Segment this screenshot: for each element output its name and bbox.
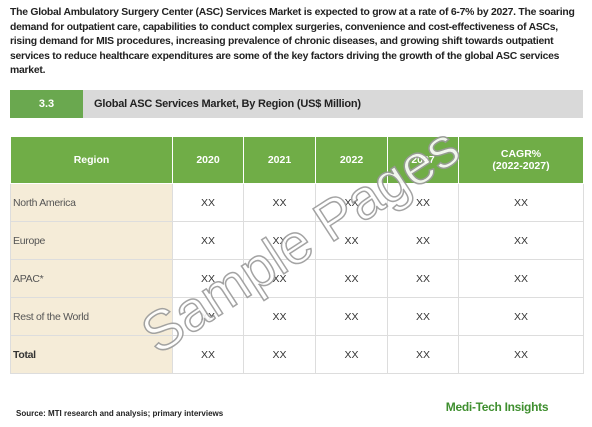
cell: XX [458, 183, 584, 222]
cell: XX [458, 335, 584, 374]
row-label: North America [10, 183, 173, 222]
cell: XX [243, 335, 316, 374]
cell: XX [315, 183, 388, 222]
cell: XX [387, 335, 459, 374]
cell: XX [387, 183, 459, 222]
table-title: Global ASC Services Market, By Region (U… [94, 98, 361, 110]
table-row: APAC* XX XX XX XX XX [10, 259, 584, 298]
header-cell: 2020 [172, 136, 244, 184]
row-label: Rest of the World [10, 297, 173, 336]
brand: Medi-Tech Insights [445, 400, 549, 414]
header-line: CAGR% [500, 148, 542, 160]
header-cell: 2022 [315, 136, 388, 184]
header-cell: 2027 [387, 136, 459, 184]
table-row: Rest of the World XX XX XX XX XX [10, 297, 584, 336]
row-label: Europe [10, 221, 173, 260]
intro-text: The Global Ambulatory Surgery Center (AS… [10, 7, 575, 76]
table-row: North America XX XX XX XX XX [10, 183, 584, 222]
cell: XX [172, 335, 244, 374]
cell: XX [458, 221, 584, 260]
cell: XX [243, 221, 316, 260]
cell: XX [172, 297, 244, 336]
cell: XX [172, 221, 244, 260]
cell: XX [315, 335, 388, 374]
table-number: 3.3 [10, 90, 83, 118]
row-label: APAC* [10, 259, 173, 298]
cell: XX [458, 297, 584, 336]
table-row: Europe XX XX XX XX XX [10, 221, 584, 260]
cell: XX [243, 183, 316, 222]
cell: XX [315, 297, 388, 336]
data-table: Region 2020 2021 2022 2027 CAGR% (2022-2027) N… [10, 136, 584, 374]
cell: XX [387, 297, 459, 336]
header-line: (2022-2027) [492, 160, 550, 172]
header-cell: CAGR% (2022-2027) [458, 136, 584, 184]
cell: XX [458, 259, 584, 298]
header-row: Region 2020 2021 2022 2027 CAGR% (2022-2027) [10, 136, 584, 184]
header-cell: Region [10, 136, 173, 184]
table-row: Total XX XX XX XX XX [10, 335, 584, 374]
cell: XX [172, 183, 244, 222]
row-label: Total [10, 335, 173, 374]
cell: XX [172, 259, 244, 298]
cell: XX [243, 259, 316, 298]
cell: XX [387, 221, 459, 260]
cell: XX [387, 259, 459, 298]
table-caption: 3.3 Global ASC Services Market, By Regio… [10, 90, 583, 118]
header-cell: 2021 [243, 136, 316, 184]
cell: XX [315, 259, 388, 298]
cell: XX [315, 221, 388, 260]
source-note: Source: MTI research and analysis; prima… [16, 409, 224, 418]
cell: XX [243, 297, 316, 336]
